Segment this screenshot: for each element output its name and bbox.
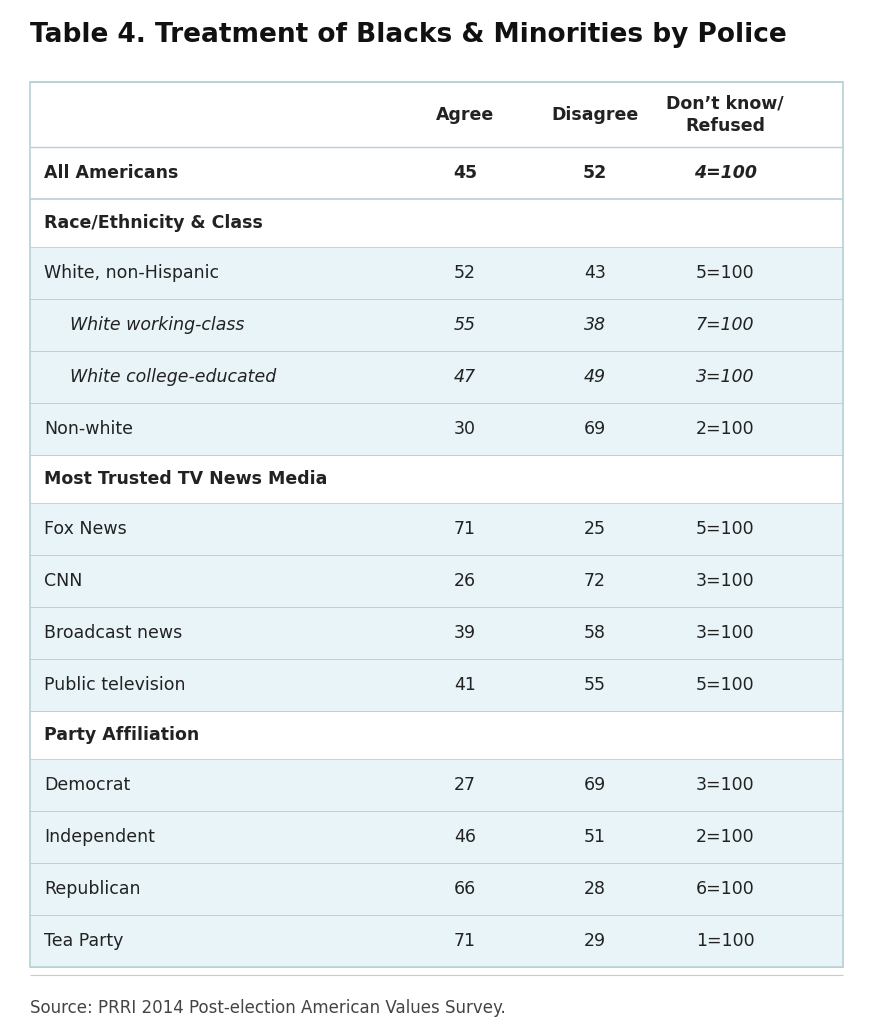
Text: 2=100: 2=100 bbox=[696, 828, 754, 846]
Text: Democrat: Democrat bbox=[44, 776, 130, 794]
Text: 3=100: 3=100 bbox=[696, 776, 754, 794]
Text: 66: 66 bbox=[454, 880, 476, 898]
Text: 41: 41 bbox=[454, 676, 476, 694]
Text: 5=100: 5=100 bbox=[696, 264, 754, 282]
Bar bbox=[30, 199, 843, 247]
Text: 58: 58 bbox=[584, 624, 606, 642]
Bar bbox=[30, 82, 843, 147]
Text: 52: 52 bbox=[583, 164, 607, 182]
Text: Don’t know/
Refused: Don’t know/ Refused bbox=[666, 94, 784, 134]
Bar bbox=[30, 555, 843, 607]
Bar bbox=[30, 915, 843, 967]
Text: 55: 55 bbox=[454, 316, 476, 334]
Text: 72: 72 bbox=[584, 572, 606, 590]
Text: Party Affiliation: Party Affiliation bbox=[44, 726, 199, 744]
Text: Fox News: Fox News bbox=[44, 520, 127, 538]
Bar bbox=[30, 811, 843, 863]
Bar bbox=[30, 147, 843, 199]
Text: 4=100: 4=100 bbox=[694, 164, 757, 182]
Bar bbox=[30, 247, 843, 299]
Text: White working-class: White working-class bbox=[70, 316, 244, 334]
Bar bbox=[30, 455, 843, 503]
Text: 52: 52 bbox=[454, 264, 476, 282]
Text: 5=100: 5=100 bbox=[696, 676, 754, 694]
Text: 1=100: 1=100 bbox=[696, 932, 754, 950]
Text: 38: 38 bbox=[584, 316, 606, 334]
Bar bbox=[30, 403, 843, 455]
Text: All Americans: All Americans bbox=[44, 164, 178, 182]
Text: 2=100: 2=100 bbox=[696, 420, 754, 438]
Text: 49: 49 bbox=[584, 368, 606, 386]
Text: 5=100: 5=100 bbox=[696, 520, 754, 538]
Text: Source: PRRI 2014 Post-election American Values Survey.: Source: PRRI 2014 Post-election American… bbox=[30, 999, 505, 1017]
Text: 69: 69 bbox=[584, 776, 606, 794]
Text: 46: 46 bbox=[454, 828, 476, 846]
Text: 71: 71 bbox=[454, 520, 476, 538]
Text: 26: 26 bbox=[454, 572, 476, 590]
Text: 55: 55 bbox=[584, 676, 606, 694]
Bar bbox=[30, 299, 843, 351]
Text: 51: 51 bbox=[584, 828, 606, 846]
Text: Tea Party: Tea Party bbox=[44, 932, 123, 950]
Text: Race/Ethnicity & Class: Race/Ethnicity & Class bbox=[44, 214, 263, 232]
Text: 69: 69 bbox=[584, 420, 606, 438]
Text: 71: 71 bbox=[454, 932, 476, 950]
Bar bbox=[30, 863, 843, 915]
Text: 25: 25 bbox=[584, 520, 606, 538]
Text: 28: 28 bbox=[584, 880, 606, 898]
Text: White, non-Hispanic: White, non-Hispanic bbox=[44, 264, 219, 282]
Text: 39: 39 bbox=[454, 624, 476, 642]
Bar bbox=[30, 659, 843, 711]
Text: Non-white: Non-white bbox=[44, 420, 133, 438]
Text: 6=100: 6=100 bbox=[696, 880, 754, 898]
Text: 3=100: 3=100 bbox=[696, 572, 754, 590]
Text: Disagree: Disagree bbox=[552, 105, 639, 124]
Text: 45: 45 bbox=[453, 164, 477, 182]
Bar bbox=[30, 82, 843, 967]
Text: 47: 47 bbox=[454, 368, 476, 386]
Bar bbox=[30, 759, 843, 811]
Text: CNN: CNN bbox=[44, 572, 82, 590]
Text: 3=100: 3=100 bbox=[696, 624, 754, 642]
Bar bbox=[30, 711, 843, 759]
Text: 27: 27 bbox=[454, 776, 476, 794]
Bar bbox=[30, 503, 843, 555]
Text: 30: 30 bbox=[454, 420, 476, 438]
Bar bbox=[30, 351, 843, 403]
Text: Table 4. Treatment of Blacks & Minorities by Police: Table 4. Treatment of Blacks & Minoritie… bbox=[30, 22, 787, 48]
Text: Agree: Agree bbox=[436, 105, 494, 124]
Text: Republican: Republican bbox=[44, 880, 141, 898]
Text: 3=100: 3=100 bbox=[696, 368, 754, 386]
Text: White college-educated: White college-educated bbox=[70, 368, 276, 386]
Text: Most Trusted TV News Media: Most Trusted TV News Media bbox=[44, 470, 327, 488]
Text: Independent: Independent bbox=[44, 828, 155, 846]
Text: 29: 29 bbox=[584, 932, 606, 950]
Text: Public television: Public television bbox=[44, 676, 185, 694]
Text: Broadcast news: Broadcast news bbox=[44, 624, 182, 642]
Text: 7=100: 7=100 bbox=[696, 316, 754, 334]
Bar bbox=[30, 607, 843, 659]
Text: 43: 43 bbox=[584, 264, 606, 282]
